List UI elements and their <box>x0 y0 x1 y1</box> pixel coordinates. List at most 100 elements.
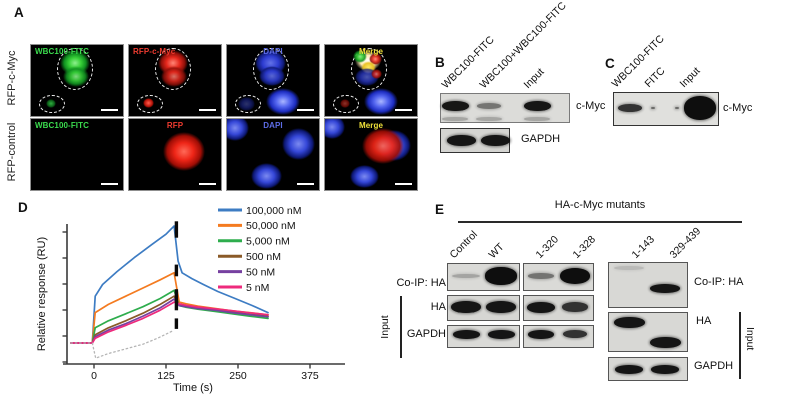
tile-caption: RFP-c-Myc <box>133 47 176 56</box>
e-left-coip-label: Co-IP: HA <box>396 277 446 289</box>
panel-d-label: D <box>18 200 28 215</box>
event-mark <box>174 264 179 277</box>
tile-caption: Merge <box>358 121 384 130</box>
x-axis-label: Time (s) <box>173 382 213 394</box>
blot-band-e_r_coip-lane1 <box>650 283 680 293</box>
row-label-rfp-control: RFP-control <box>6 122 18 182</box>
scale-bar <box>101 182 118 185</box>
micrograph-tile-dapi_cmyc: DAPI <box>226 44 320 117</box>
series-line-5-000-nM <box>70 289 269 344</box>
series-line-50-nM <box>70 298 269 344</box>
series-line-100-000-nM <box>70 225 269 344</box>
series-line-buffer-reference <box>70 330 173 359</box>
fluorescence-signal <box>350 165 379 188</box>
cell-outline <box>235 95 261 113</box>
cell-outline <box>137 95 163 113</box>
panel-b-label: B <box>435 55 445 70</box>
micrograph-tile-merge_control: Merge <box>324 118 418 191</box>
legend-label: 500 nM <box>246 251 281 263</box>
chart-plot-area: 0 125 250 375 100,000 nM 50,000 nM 5,000 nM 500… <box>62 205 319 382</box>
legend-label: 50 nM <box>246 266 275 278</box>
panel-e-lane-label: 1-328 <box>570 233 598 261</box>
blot-band-b_cmyc-lane2 <box>524 117 550 121</box>
scale-bar <box>297 108 314 111</box>
panel-b-lane-label: Input <box>521 65 547 91</box>
cell-outline <box>351 48 387 90</box>
panel-e-lane-label: 329-439 <box>667 225 704 261</box>
blot-band-b_cmyc-lane1 <box>476 103 502 109</box>
fluorescence-signal <box>143 98 154 108</box>
fluorescence-signal <box>161 66 187 87</box>
scale-bar <box>395 182 412 185</box>
blot-band-e_l2_coip-lane0 <box>528 273 554 279</box>
tile-caption: RFP <box>166 121 184 130</box>
blot-band-b_cmyc-lane2 <box>523 101 551 111</box>
cell-outline <box>333 95 359 113</box>
blot-band-e_l2_coip-lane1 <box>559 268 591 284</box>
blot-band-c_cmyc-lane1 <box>651 106 655 110</box>
cell-outline <box>253 48 289 90</box>
blot-band-b_cmyc-lane1 <box>476 117 502 121</box>
x-tick-label: 125 <box>157 370 175 382</box>
series-line-500-nM <box>70 295 269 344</box>
panel-e-lane-label: 1-320 <box>533 233 561 261</box>
fluorescence-signal <box>362 128 404 164</box>
blot-band-e_l2_gapdh-lane1 <box>562 329 588 339</box>
fluorescence-signal <box>282 128 315 160</box>
e-header-underline <box>458 221 742 223</box>
micrograph-tile-fitc_cmyc: WBC100-FITC <box>30 44 124 117</box>
blot-band-e_l2_gapdh-lane0 <box>528 329 554 339</box>
panel-e-label: E <box>435 202 445 217</box>
fluorescence-signal <box>266 88 300 115</box>
legend-label: 5 nM <box>246 282 269 294</box>
legend-label: 5,000 nM <box>246 236 290 248</box>
tile-caption: DAPI <box>263 47 283 56</box>
blot-band-e_r_ha-lane0 <box>613 316 645 328</box>
tile-caption: DAPI <box>263 121 283 130</box>
x-tick-label: 375 <box>301 370 319 382</box>
blot-band-e_l1_ha-lane0 <box>451 301 481 313</box>
legend-label: 100,000 nM <box>246 205 301 217</box>
cell-outline <box>57 48 93 90</box>
event-mark <box>174 318 179 329</box>
panel-e-lane-label: WT <box>486 240 507 261</box>
blot-band-e_r_gapdh-lane0 <box>615 364 643 374</box>
fluorescence-signal <box>340 99 350 108</box>
blot-band-e_l1_gapdh-lane1 <box>487 329 515 339</box>
fluorescence-signal <box>46 99 56 108</box>
blot-band-e_l1_coip-lane1 <box>485 267 517 285</box>
legend-label: 50,000 nM <box>246 220 296 232</box>
panel-c-lane-label: Input <box>677 64 703 90</box>
blot-band-e_l1_ha-lane1 <box>486 301 516 313</box>
panel-e-lane-label: 1-143 <box>629 233 657 261</box>
blot-band-c_cmyc-lane0 <box>617 103 643 113</box>
micrograph-tile-dapi_control: DAPI <box>226 118 320 191</box>
x-tick-label: 0 <box>91 370 97 382</box>
micrograph-tile-blank: WBC100-FITC <box>30 118 124 191</box>
e-header-title: HA-c-Myc mutants <box>554 199 646 211</box>
fluorescence-signal <box>364 88 398 115</box>
fluorescence-signal <box>325 119 345 139</box>
blot-band-e_l2_ha-lane1 <box>561 302 589 312</box>
blot-band-e_r_gapdh-lane1 <box>651 364 679 374</box>
fluorescence-signal <box>251 163 282 189</box>
blot-band-b_cmyc-lane0 <box>442 117 468 121</box>
scale-bar <box>297 182 314 185</box>
micrograph-tile-rfp_control: RFP <box>128 118 222 191</box>
e-right-ha-label: HA <box>696 315 712 327</box>
blot-band-b_gapdh-lane1 <box>480 134 510 146</box>
scale-bar <box>101 108 118 111</box>
e-left-input-label: Input <box>379 315 391 339</box>
e-right-coip-label: Co-IP: HA <box>694 276 744 288</box>
micrograph-tile-merge_cmyc: Merge <box>324 44 418 117</box>
cell-outline <box>155 48 191 90</box>
x-tick-label: 250 <box>229 370 247 382</box>
fluorescence-signal <box>371 69 382 79</box>
series-line-5-nM <box>70 301 269 344</box>
fluorescence-signal <box>63 66 89 87</box>
scale-bar <box>395 108 412 111</box>
panel-e-lane-label: Control <box>447 228 480 261</box>
b-cmyc-target-label: c-Myc <box>576 100 606 112</box>
panel-c-lane-label: FITC <box>642 65 668 90</box>
blot-band-e_r_ha-lane1 <box>649 336 681 348</box>
